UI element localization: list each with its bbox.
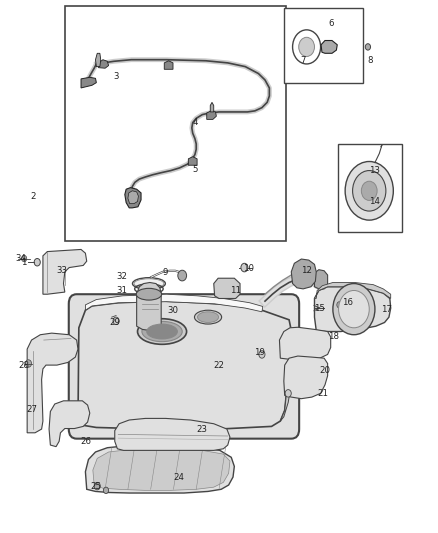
Text: 24: 24 <box>173 473 184 481</box>
Text: 18: 18 <box>328 333 339 341</box>
Text: 11: 11 <box>230 286 241 295</box>
Text: 7: 7 <box>300 56 306 64</box>
Polygon shape <box>210 102 214 112</box>
Text: 9: 9 <box>163 269 168 277</box>
Text: 3: 3 <box>113 72 119 80</box>
Polygon shape <box>128 191 138 204</box>
Circle shape <box>21 255 27 262</box>
Polygon shape <box>115 418 230 450</box>
Text: 16: 16 <box>342 298 353 307</box>
Circle shape <box>337 302 342 308</box>
FancyBboxPatch shape <box>69 294 299 439</box>
Text: 28: 28 <box>18 361 30 369</box>
Text: 17: 17 <box>381 305 392 313</box>
Text: 19: 19 <box>254 349 265 357</box>
Ellipse shape <box>142 321 182 342</box>
Circle shape <box>241 263 248 272</box>
Text: 34: 34 <box>15 254 27 263</box>
Polygon shape <box>125 188 141 208</box>
Circle shape <box>259 351 265 358</box>
Text: 29: 29 <box>110 318 120 327</box>
Bar <box>338 144 402 232</box>
Polygon shape <box>314 282 391 298</box>
Text: 33: 33 <box>57 266 68 275</box>
Ellipse shape <box>132 278 166 289</box>
Text: 13: 13 <box>369 166 380 175</box>
Polygon shape <box>207 111 216 119</box>
Text: 23: 23 <box>197 425 208 433</box>
Polygon shape <box>85 294 263 312</box>
Polygon shape <box>164 61 173 69</box>
Text: 10: 10 <box>243 264 254 272</box>
Circle shape <box>345 161 393 220</box>
Polygon shape <box>188 157 197 165</box>
Polygon shape <box>321 41 337 53</box>
Text: 4: 4 <box>192 118 198 127</box>
Circle shape <box>178 270 187 281</box>
Polygon shape <box>49 401 90 447</box>
Ellipse shape <box>194 310 222 324</box>
Polygon shape <box>78 301 291 429</box>
Bar <box>284 8 363 83</box>
Text: 14: 14 <box>369 197 380 206</box>
Circle shape <box>361 181 377 200</box>
Text: 5: 5 <box>192 165 198 174</box>
Polygon shape <box>214 278 240 298</box>
Polygon shape <box>280 330 293 421</box>
Text: 32: 32 <box>116 272 127 280</box>
Text: 22: 22 <box>213 361 225 369</box>
Text: 20: 20 <box>319 366 331 375</box>
Text: 1: 1 <box>21 258 27 266</box>
Polygon shape <box>81 77 96 88</box>
Text: 6: 6 <box>328 20 333 28</box>
Circle shape <box>94 482 100 490</box>
Circle shape <box>34 259 40 266</box>
Polygon shape <box>284 356 328 399</box>
Polygon shape <box>85 445 234 493</box>
Text: 21: 21 <box>317 389 328 398</box>
Polygon shape <box>43 249 87 294</box>
Text: 31: 31 <box>116 286 127 295</box>
Text: 27: 27 <box>26 405 37 414</box>
Ellipse shape <box>136 288 162 300</box>
Polygon shape <box>291 259 316 289</box>
Ellipse shape <box>138 319 187 344</box>
Ellipse shape <box>198 312 219 322</box>
Circle shape <box>113 317 119 325</box>
Circle shape <box>293 30 321 64</box>
Text: 15: 15 <box>314 304 325 312</box>
Polygon shape <box>93 449 230 490</box>
Text: 2: 2 <box>30 192 35 200</box>
Ellipse shape <box>147 324 177 339</box>
Circle shape <box>103 487 109 494</box>
Polygon shape <box>27 333 78 433</box>
Polygon shape <box>99 60 109 68</box>
Polygon shape <box>95 53 101 67</box>
Ellipse shape <box>134 279 164 288</box>
Circle shape <box>285 390 291 397</box>
Polygon shape <box>314 287 391 332</box>
Circle shape <box>299 37 314 56</box>
Bar <box>65 6 286 241</box>
Polygon shape <box>314 270 328 289</box>
Circle shape <box>333 284 375 335</box>
Circle shape <box>353 171 386 211</box>
Polygon shape <box>279 327 331 360</box>
Polygon shape <box>137 282 161 330</box>
Text: 25: 25 <box>90 482 101 490</box>
Text: 12: 12 <box>301 266 312 275</box>
Circle shape <box>25 360 32 367</box>
Text: 8: 8 <box>367 56 373 64</box>
Text: 30: 30 <box>167 306 179 314</box>
Text: 26: 26 <box>80 437 91 446</box>
Circle shape <box>339 290 369 328</box>
Circle shape <box>365 44 371 50</box>
